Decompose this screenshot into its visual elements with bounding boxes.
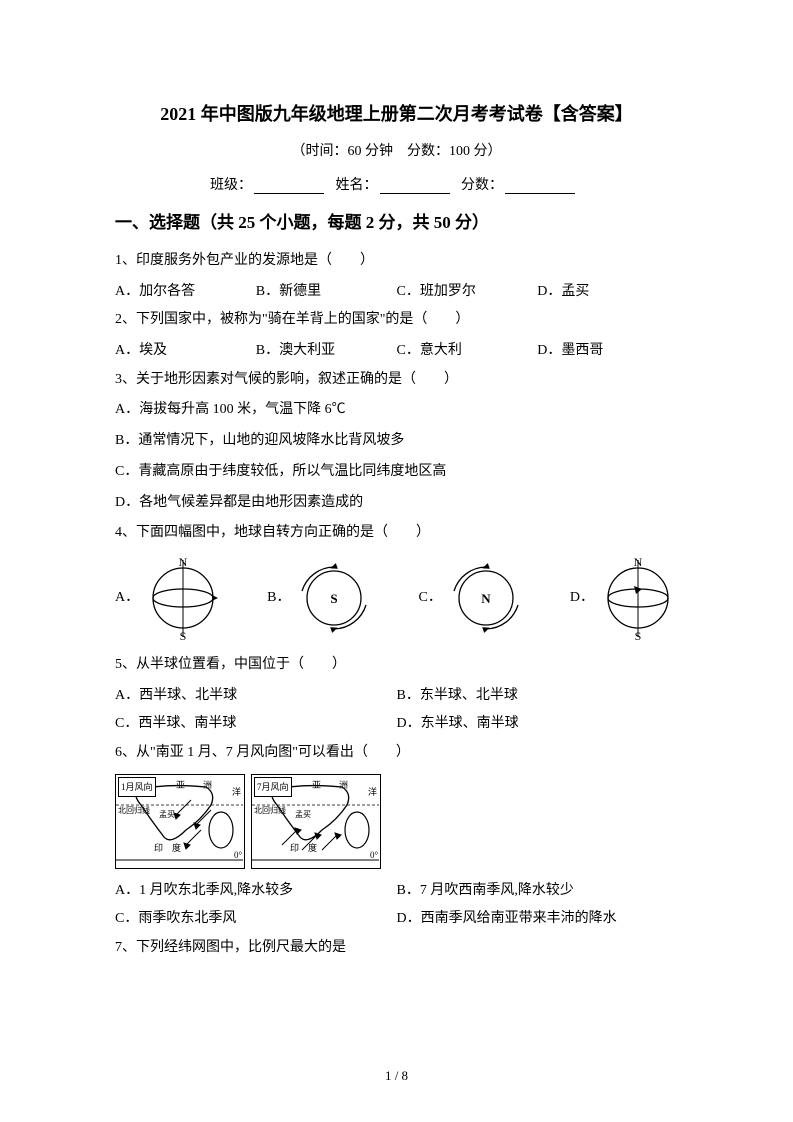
q1-opt-b: B．新德里: [256, 278, 397, 307]
svg-text:S: S: [635, 629, 642, 641]
question-4: 4、下面四幅图中，地球自转方向正确的是（ ） A． N S B． S: [115, 519, 678, 641]
q1-opt-d: D．孟买: [537, 278, 678, 307]
question-3: 3、关于地形因素对气候的影响，叙述正确的是（ ） A．海拔每升高 100 米，气…: [115, 366, 678, 517]
q4-text: 4、下面四幅图中，地球自转方向正确的是（ ）: [115, 519, 678, 548]
q3-opt-c: C．青藏高原由于纬度较低，所以气温比同纬度地区高: [115, 458, 678, 487]
q6-opt-d: D．西南季风给南亚带来丰沛的降水: [397, 905, 679, 934]
q4-diagram-c: C． N: [419, 562, 526, 634]
class-label: 班级：: [210, 178, 252, 193]
class-blank[interactable]: [254, 178, 324, 194]
map-january: 1月风向 亚 洲 洋 印 度 北回归线 孟买 0°: [115, 774, 245, 869]
info-row: 班级： 姓名： 分数：: [115, 174, 678, 194]
svg-text:北回归线: 北回归线: [254, 805, 286, 815]
q2-text: 2、下列国家中，被称为"骑在羊背上的国家"的是（ ）: [115, 306, 678, 335]
q2-opt-a: A．埃及: [115, 337, 256, 366]
q5-opt-d: D．东半球、南半球: [397, 710, 679, 739]
q2-opt-c: C．意大利: [397, 337, 538, 366]
q1-opt-c: C．班加罗尔: [397, 278, 538, 307]
globe-a-icon: N S: [143, 556, 223, 641]
subtitle: （时间：60 分钟 分数：100 分）: [115, 140, 678, 160]
svg-text:N: N: [481, 591, 491, 606]
name-label: 姓名：: [336, 178, 378, 193]
globe-b-icon: S: [294, 562, 374, 634]
question-5: 5、从半球位置看，中国位于（ ） A．西半球、北半球 B．东半球、北半球 C．西…: [115, 651, 678, 739]
name-blank[interactable]: [380, 178, 450, 194]
page-number: 1 / 8: [0, 1068, 793, 1084]
map-jul-label: 7月风向: [254, 777, 292, 797]
q3-opt-d: D．各地气候差异都是由地形因素造成的: [115, 489, 678, 518]
svg-text:0°: 0°: [234, 850, 243, 860]
q6-opt-a: A．1 月吹东北季风,降水较多: [115, 877, 397, 906]
q5-opt-a: A．西半球、北半球: [115, 682, 397, 711]
svg-text:洋: 洋: [368, 786, 377, 797]
q6-maps: 1月风向 亚 洲 洋 印 度 北回归线 孟买 0° 7月风向: [115, 774, 678, 869]
q1-text: 1、印度服务外包产业的发源地是（ ）: [115, 247, 678, 276]
q3-opt-b: B．通常情况下，山地的迎风坡降水比背风坡多: [115, 427, 678, 456]
q6-text: 6、从"南亚 1 月、7 月风向图"可以看出（ ）: [115, 739, 678, 768]
svg-text:印 度: 印 度: [290, 842, 317, 853]
svg-text:孟买: 孟买: [295, 809, 311, 819]
q4-diagram-b: B． S: [267, 562, 374, 634]
question-6: 6、从"南亚 1 月、7 月风向图"可以看出（ ） 1月风向 亚 洲 洋 印 度…: [115, 739, 678, 934]
q7-text: 7、下列经纬网图中，比例尺最大的是: [115, 934, 678, 963]
q4-label-d: D．: [570, 584, 594, 613]
svg-text:亚 洲: 亚 洲: [312, 780, 348, 790]
svg-text:N: N: [634, 556, 643, 569]
svg-text:孟买: 孟买: [159, 809, 175, 819]
svg-text:S: S: [331, 591, 338, 606]
section-title: 一、选择题（共 25 个小题，每题 2 分，共 50 分）: [115, 208, 678, 233]
q4-label-b: B．: [267, 584, 290, 613]
svg-text:亚 洲: 亚 洲: [176, 780, 212, 790]
q4-diagram-d: D． N S: [570, 556, 678, 641]
q4-diagram-a: A． N S: [115, 556, 223, 641]
q2-opt-d: D．墨西哥: [537, 337, 678, 366]
q2-opt-b: B．澳大利亚: [256, 337, 397, 366]
q5-text: 5、从半球位置看，中国位于（ ）: [115, 651, 678, 680]
question-7: 7、下列经纬网图中，比例尺最大的是: [115, 934, 678, 963]
question-1: 1、印度服务外包产业的发源地是（ ） A．加尔各答 B．新德里 C．班加罗尔 D…: [115, 247, 678, 306]
svg-text:北回归线: 北回归线: [118, 805, 150, 815]
question-2: 2、下列国家中，被称为"骑在羊背上的国家"的是（ ） A．埃及 B．澳大利亚 C…: [115, 306, 678, 365]
svg-text:N: N: [179, 556, 188, 569]
q6-opt-c: C．雨季吹东北季风: [115, 905, 397, 934]
page-title: 2021 年中图版九年级地理上册第二次月考考试卷【含答案】: [115, 100, 678, 126]
svg-text:S: S: [180, 629, 187, 641]
q4-diagrams: A． N S B． S C．: [115, 556, 678, 641]
q4-label-c: C．: [419, 584, 442, 613]
globe-c-icon: N: [446, 562, 526, 634]
q3-text: 3、关于地形因素对气候的影响，叙述正确的是（ ）: [115, 366, 678, 395]
q4-label-a: A．: [115, 584, 139, 613]
q5-opt-b: B．东半球、北半球: [397, 682, 679, 711]
score-label: 分数：: [461, 178, 503, 193]
q1-opt-a: A．加尔各答: [115, 278, 256, 307]
q3-opt-a: A．海拔每升高 100 米，气温下降 6℃: [115, 396, 678, 425]
svg-text:洋: 洋: [232, 786, 241, 797]
q6-opt-b: B．7 月吹西南季风,降水较少: [397, 877, 679, 906]
score-blank[interactable]: [505, 178, 575, 194]
svg-text:印 度: 印 度: [154, 842, 181, 853]
map-jan-label: 1月风向: [118, 777, 156, 797]
map-july: 7月风向 亚 洲 洋 印 度 北回归线 孟买 0°: [251, 774, 381, 869]
globe-d-icon: N S: [598, 556, 678, 641]
svg-text:0°: 0°: [370, 850, 379, 860]
q5-opt-c: C．西半球、南半球: [115, 710, 397, 739]
